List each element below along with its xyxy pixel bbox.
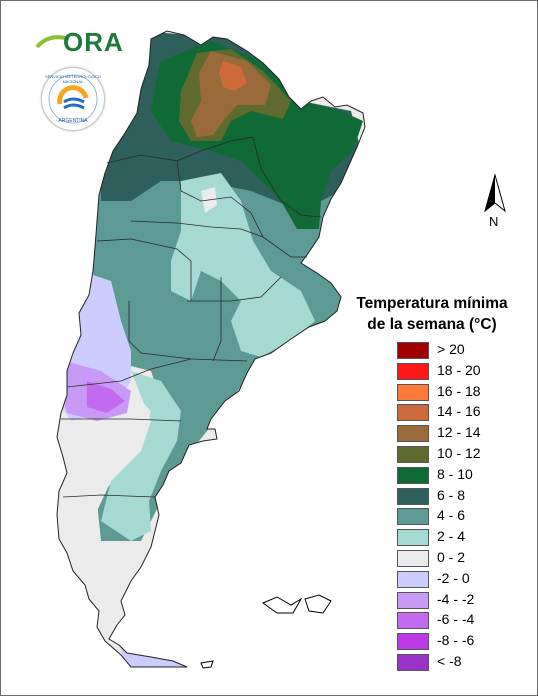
legend-label: 0 - 2 bbox=[437, 549, 466, 565]
legend-swatch bbox=[397, 466, 429, 484]
legend-label: 2 - 4 bbox=[437, 528, 466, 545]
zone-14-16 bbox=[219, 61, 247, 91]
legend-label: 16 - 18 bbox=[437, 382, 481, 399]
legend-swatch bbox=[397, 612, 429, 630]
legend-label: -4 - -2 bbox=[437, 590, 475, 607]
ora-swoosh-icon bbox=[35, 35, 70, 49]
legend-swatch bbox=[397, 446, 429, 463]
legend-swatch bbox=[397, 654, 429, 671]
legend-label: < -8 bbox=[437, 653, 462, 669]
legend-item: < -8 bbox=[397, 652, 517, 671]
legend-item: 12 - 14 bbox=[397, 423, 517, 443]
legend-item: 16 - 18 bbox=[397, 382, 517, 401]
legend-item: 0 - 2 bbox=[397, 548, 517, 567]
legend-item: -6 - -4 bbox=[397, 610, 517, 630]
zone-12-14 bbox=[191, 51, 271, 137]
legend-label: 8 - 10 bbox=[437, 465, 473, 482]
legend-swatch bbox=[397, 362, 429, 380]
north-label: N bbox=[489, 214, 499, 229]
legend-label: -8 - -6 bbox=[437, 632, 475, 649]
malvinas-islands bbox=[200, 594, 332, 669]
legend-label: 10 - 12 bbox=[437, 445, 481, 461]
legend-swatch bbox=[397, 342, 429, 359]
legend-swatch bbox=[397, 383, 429, 401]
smn-country-text: ARGENTINA bbox=[58, 118, 88, 124]
legend-label: 6 - 8 bbox=[437, 486, 466, 503]
smn-emblem-icon bbox=[48, 74, 98, 124]
legend-item: 6 - 8 bbox=[397, 486, 517, 505]
legend-item: 10 - 12 bbox=[397, 444, 517, 463]
legend-swatch bbox=[397, 633, 429, 651]
legend-swatch bbox=[397, 404, 429, 422]
ora-logo-text: ORA bbox=[63, 27, 124, 57]
legend-label: 4 - 6 bbox=[437, 507, 466, 524]
legend-label: -2 - 0 bbox=[437, 569, 470, 586]
legend-label: 18 - 20 bbox=[437, 361, 481, 378]
legend-label: 12 - 14 bbox=[437, 424, 481, 441]
legend-item: -8 - -6 bbox=[397, 631, 517, 651]
legend-item: -2 - 0 bbox=[397, 569, 517, 588]
legend-swatch bbox=[397, 591, 429, 609]
legend-swatch bbox=[397, 529, 429, 547]
legend-label: 14 - 16 bbox=[437, 403, 481, 420]
legend-item: 14 - 16 bbox=[397, 402, 517, 422]
legend-item: > 20 bbox=[397, 340, 517, 359]
country-outline bbox=[56, 30, 366, 668]
zone-2-4-central bbox=[171, 173, 315, 357]
smn-ring-text: SERVICIO METEOROLÓGICO NACIONAL bbox=[45, 74, 101, 84]
legend-swatch bbox=[397, 508, 429, 526]
legend-title: Temperatura mínima de la semana (°C) bbox=[346, 293, 518, 335]
legend-item: 2 - 4 bbox=[397, 527, 517, 547]
legend-swatch bbox=[397, 550, 429, 567]
legend-item: 8 - 10 bbox=[397, 465, 517, 484]
zone-minus6-minus4 bbox=[87, 381, 125, 413]
legend-item: 18 - 20 bbox=[397, 361, 517, 380]
legend-item: 4 - 6 bbox=[397, 506, 517, 526]
legend-label: > 20 bbox=[437, 341, 465, 357]
legend-title-line2: de la semana (°C) bbox=[367, 316, 497, 333]
legend-swatch bbox=[397, 425, 429, 443]
smn-logo: SERVICIO METEOROLÓGICO NACIONAL ARGENTIN… bbox=[41, 67, 105, 131]
zone-2-4-south bbox=[101, 371, 181, 541]
north-arrow-icon bbox=[484, 173, 506, 213]
legend-title-line1: Temperatura mínima bbox=[356, 295, 508, 312]
province-borders bbox=[61, 136, 322, 498]
legend-swatch bbox=[397, 487, 429, 505]
legend-label: -6 - -4 bbox=[437, 611, 475, 628]
legend-swatch bbox=[397, 570, 429, 588]
legend-item: -4 - -2 bbox=[397, 590, 517, 609]
